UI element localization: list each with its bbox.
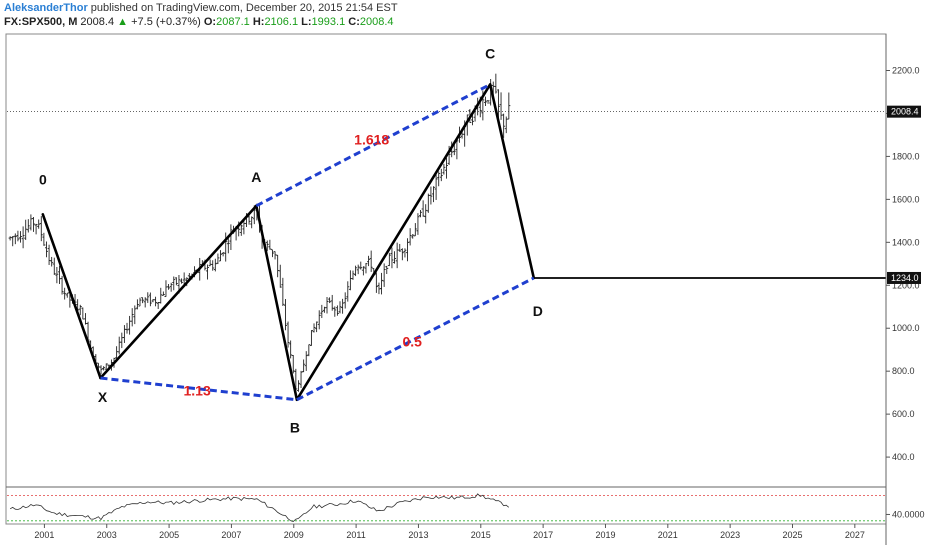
point-label-d: D [533, 303, 543, 319]
price-tick-label: 1200.0 [892, 280, 920, 290]
point-label-0: 0 [39, 171, 47, 187]
time-tick-label: 2011 [346, 530, 365, 540]
up-arrow-icon: ▲ [117, 16, 129, 28]
point-label-a: A [251, 169, 261, 185]
low-label: L: [301, 16, 312, 28]
main-pane[interactable]: 1.13 1.618 0.5 0 X A B C D [5, 33, 887, 525]
symbol-label: FX:SPX500, M [4, 16, 78, 28]
price-tag [887, 271, 921, 284]
time-tick-label: 2017 [533, 530, 553, 540]
price-tick-label: 800.0 [892, 366, 915, 376]
price-tag-label: 2008.4 [891, 107, 919, 117]
price-tick-label: 1000.0 [892, 323, 920, 333]
price-bars [8, 73, 511, 392]
pattern-leg-0x[interactable] [41, 213, 102, 380]
open-label: O: [203, 16, 217, 28]
high-value: 2106.1 [264, 16, 299, 28]
author-link[interactable]: AleksanderThor [4, 2, 88, 14]
point-label-x: X [98, 389, 108, 405]
pattern-leg-cd[interactable] [488, 83, 536, 280]
published-text: published on TradingView.com, December 2… [87, 2, 398, 14]
price-tick-label: 1800.0 [892, 151, 920, 161]
time-tick-label: 2003 [97, 530, 117, 540]
rsi-tick-label: 40.0000 [892, 509, 925, 519]
rsi-pane[interactable]: 40.0000 [7, 493, 925, 522]
time-tick-label: 2013 [408, 530, 428, 540]
time-tick-label: 2027 [845, 530, 865, 540]
time-tick-label: 2015 [471, 530, 491, 540]
ratio-label-bd: 0.5 [402, 334, 422, 350]
pattern-leg-bc[interactable] [295, 83, 492, 402]
pattern-leg-ab[interactable] [255, 204, 299, 402]
time-tick-label: 2009 [284, 530, 304, 540]
close-value: 2008.4 [359, 16, 394, 28]
rsi-line [9, 493, 510, 522]
time-tick-label: 2023 [720, 530, 740, 540]
fib-line-bd[interactable] [296, 276, 535, 402]
low-value: 1993.1 [311, 16, 346, 28]
point-label-c: C [485, 45, 495, 61]
price-tick-label: 600.0 [892, 409, 915, 419]
ratio-label-ac: 1.618 [354, 132, 389, 148]
price-tag-label: 1234.0 [891, 273, 919, 283]
ratio-label-xb: 1.13 [184, 382, 211, 398]
last-price: 2008.4 [80, 16, 115, 28]
ohlc-header: FX:SPX500, M 2008.4 ▲ +7.5 (+0.37%) O:20… [4, 16, 394, 28]
point-label-b: B [290, 420, 300, 436]
price-tick-label: 2200.0 [892, 66, 920, 76]
pattern-leg-xa[interactable] [99, 204, 258, 380]
price-tick-label: 400.0 [892, 452, 915, 462]
price-tick-label: 1600.0 [892, 194, 920, 204]
price-tag [887, 105, 921, 118]
time-axis[interactable]: 2001 2003 2005 2007 2009 2011 2013 2015 2017 2019… [34, 524, 865, 540]
time-tick-label: 2021 [658, 530, 678, 540]
time-tick-label: 2001 [34, 530, 54, 540]
time-tick-label: 2005 [159, 530, 179, 540]
high-label: H: [252, 16, 265, 28]
price-change: +7.5 (+0.37%) [131, 16, 201, 28]
time-tick-label: 2025 [782, 530, 802, 540]
publish-header: AleksanderThor published on TradingView.… [4, 2, 398, 14]
price-axis[interactable]: 400.0 600.0 800.0 1000.0 1200.0 1400.0 1600.0 1… [885, 34, 921, 545]
price-tick-label: 1400.0 [892, 237, 920, 247]
close-label: C: [348, 16, 360, 28]
time-tick-label: 2007 [221, 530, 241, 540]
open-value: 2087.1 [216, 16, 250, 28]
time-tick-label: 2019 [595, 530, 615, 540]
